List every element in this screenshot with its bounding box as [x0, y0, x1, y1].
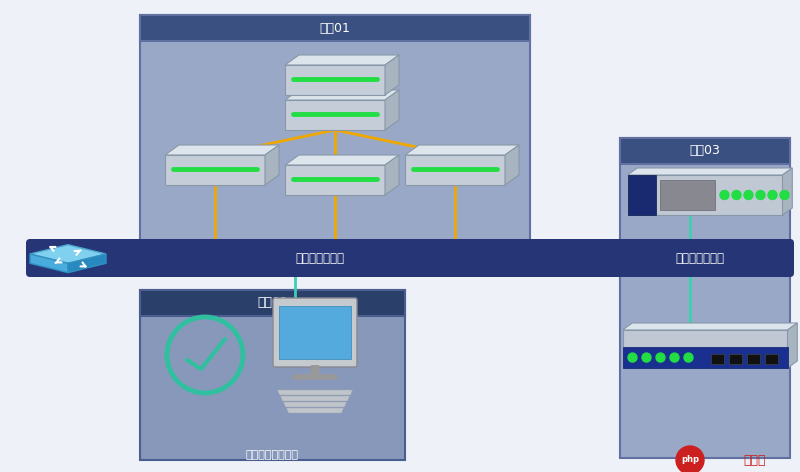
Polygon shape [286, 408, 343, 413]
Polygon shape [505, 145, 519, 185]
Polygon shape [285, 155, 399, 165]
FancyBboxPatch shape [620, 138, 790, 164]
Circle shape [656, 353, 665, 362]
Circle shape [720, 191, 729, 200]
Polygon shape [622, 323, 798, 330]
Polygon shape [627, 168, 792, 175]
Polygon shape [622, 330, 787, 368]
Polygon shape [782, 168, 792, 215]
FancyBboxPatch shape [140, 15, 530, 41]
Circle shape [628, 353, 637, 362]
Polygon shape [385, 155, 399, 195]
Circle shape [642, 353, 651, 362]
Polygon shape [30, 254, 68, 273]
Circle shape [768, 191, 777, 200]
Polygon shape [385, 55, 399, 95]
FancyBboxPatch shape [710, 354, 723, 364]
Polygon shape [165, 145, 279, 155]
FancyBboxPatch shape [729, 354, 742, 364]
Circle shape [732, 191, 741, 200]
Polygon shape [68, 254, 106, 273]
Polygon shape [265, 145, 279, 185]
FancyBboxPatch shape [279, 306, 351, 359]
Circle shape [670, 353, 679, 362]
Polygon shape [627, 175, 782, 215]
Polygon shape [405, 145, 519, 155]
Polygon shape [385, 90, 399, 130]
FancyBboxPatch shape [746, 354, 759, 364]
Polygon shape [165, 155, 265, 185]
Polygon shape [285, 65, 385, 95]
FancyBboxPatch shape [26, 239, 794, 277]
Polygon shape [278, 390, 353, 395]
Polygon shape [285, 90, 399, 100]
Text: 数据监控分析系统: 数据监控分析系统 [246, 450, 299, 460]
Polygon shape [285, 55, 399, 65]
Text: php: php [681, 455, 699, 464]
Text: 内部网络交换机: 内部网络交换机 [295, 252, 345, 264]
FancyBboxPatch shape [620, 138, 790, 458]
FancyBboxPatch shape [765, 354, 778, 364]
Polygon shape [30, 244, 106, 263]
Polygon shape [285, 165, 385, 195]
FancyBboxPatch shape [273, 298, 357, 367]
Circle shape [780, 191, 789, 200]
Circle shape [676, 446, 704, 472]
FancyBboxPatch shape [140, 290, 405, 460]
Polygon shape [659, 180, 714, 210]
Circle shape [756, 191, 765, 200]
Circle shape [744, 191, 753, 200]
Text: 机柜02: 机柜02 [257, 296, 288, 310]
Text: 机柜01: 机柜01 [319, 22, 350, 34]
Circle shape [684, 353, 693, 362]
Polygon shape [627, 175, 655, 215]
Polygon shape [283, 402, 346, 407]
FancyBboxPatch shape [140, 290, 405, 316]
FancyBboxPatch shape [140, 15, 530, 265]
Polygon shape [787, 323, 798, 368]
Text: 中文网: 中文网 [744, 454, 766, 466]
Polygon shape [285, 100, 385, 130]
Polygon shape [281, 396, 350, 401]
Text: 机柜03: 机柜03 [690, 144, 721, 158]
Polygon shape [405, 155, 505, 185]
Polygon shape [622, 347, 787, 368]
Text: 内部网络交换机: 内部网络交换机 [675, 252, 725, 264]
